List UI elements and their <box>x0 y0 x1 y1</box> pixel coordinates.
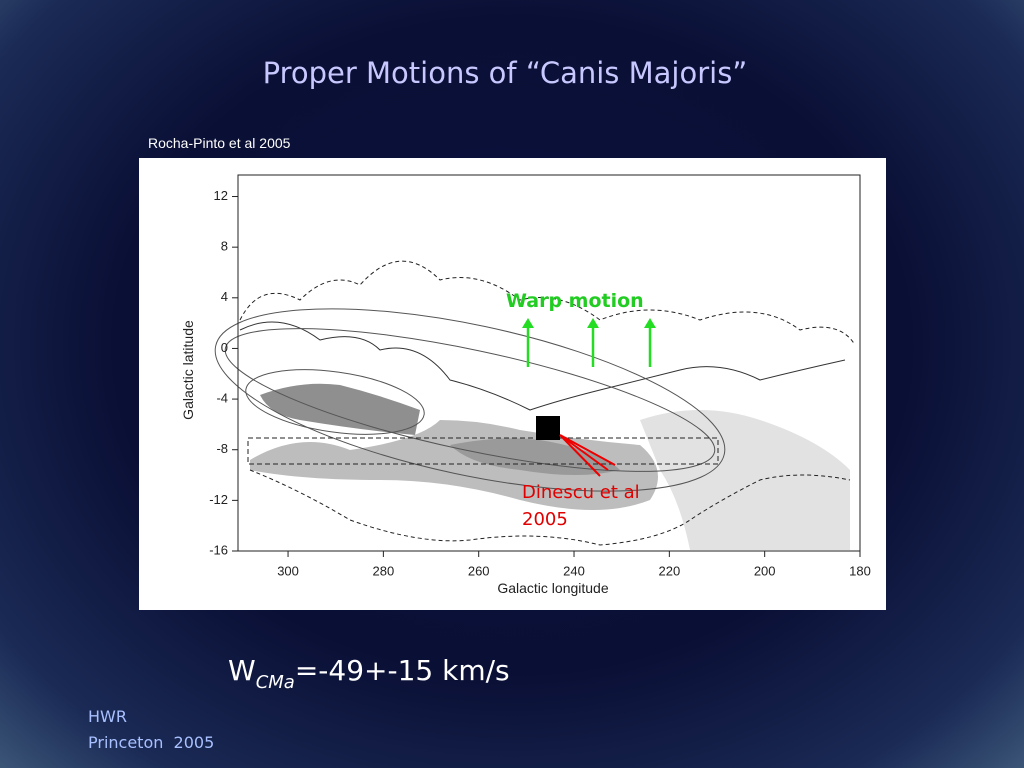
shading <box>250 420 658 510</box>
formula-value: =-49+-15 km/s <box>295 654 510 687</box>
x-tick-label: 240 <box>563 563 585 578</box>
plot-area <box>214 174 861 552</box>
shading <box>450 438 620 475</box>
formula-subscript: CMa <box>256 672 295 693</box>
x-tick-label: 180 <box>849 563 871 578</box>
y-tick-label: 12 <box>214 188 228 203</box>
y-tick-label: -8 <box>216 441 228 456</box>
pm-arrow <box>559 434 616 466</box>
shading <box>260 383 420 435</box>
x-tick-label: 280 <box>373 563 395 578</box>
y-axis-label: Galactic latitude <box>180 320 196 420</box>
shading <box>640 410 850 550</box>
y-tick-label: 4 <box>221 289 228 304</box>
dinescu-label: 2005 <box>522 509 568 530</box>
y-tick-label: -12 <box>209 492 228 507</box>
x-tick-label: 260 <box>468 563 490 578</box>
ellipse <box>224 328 716 472</box>
x-tick-label: 220 <box>658 563 680 578</box>
y-tick-label: -4 <box>216 391 228 406</box>
contour <box>249 469 851 546</box>
dinescu-label: Dinescu et al <box>522 482 640 503</box>
plot-frame <box>237 174 861 552</box>
region-box <box>247 437 719 465</box>
contour <box>239 260 856 346</box>
y-tick-label: 0 <box>221 340 228 355</box>
x-tick-label: 300 <box>277 563 299 578</box>
contour <box>239 321 846 411</box>
pm-arrow <box>559 434 601 477</box>
y-tick-label: -16 <box>209 542 228 557</box>
formula-symbol: W <box>228 654 256 687</box>
arrowheads <box>522 318 656 328</box>
slide-title: Proper Motions of “Canis Majoris” <box>263 56 748 90</box>
formula: WCMa=-49+-15 km/s <box>228 654 510 693</box>
x-axis-label: Galactic longitude <box>497 580 609 596</box>
pm-arrow <box>559 434 609 471</box>
y-tick-label: 8 <box>221 239 228 254</box>
ellipse <box>245 369 425 435</box>
footer: HWR <box>88 707 127 726</box>
ellipse <box>214 308 726 492</box>
marker <box>536 416 560 440</box>
footer: Princeton 2005 <box>88 733 214 752</box>
warp-label: Warp motion <box>506 290 644 312</box>
x-tick-label: 200 <box>754 563 776 578</box>
citation: Rocha-Pinto et al 2005 <box>148 135 291 151</box>
